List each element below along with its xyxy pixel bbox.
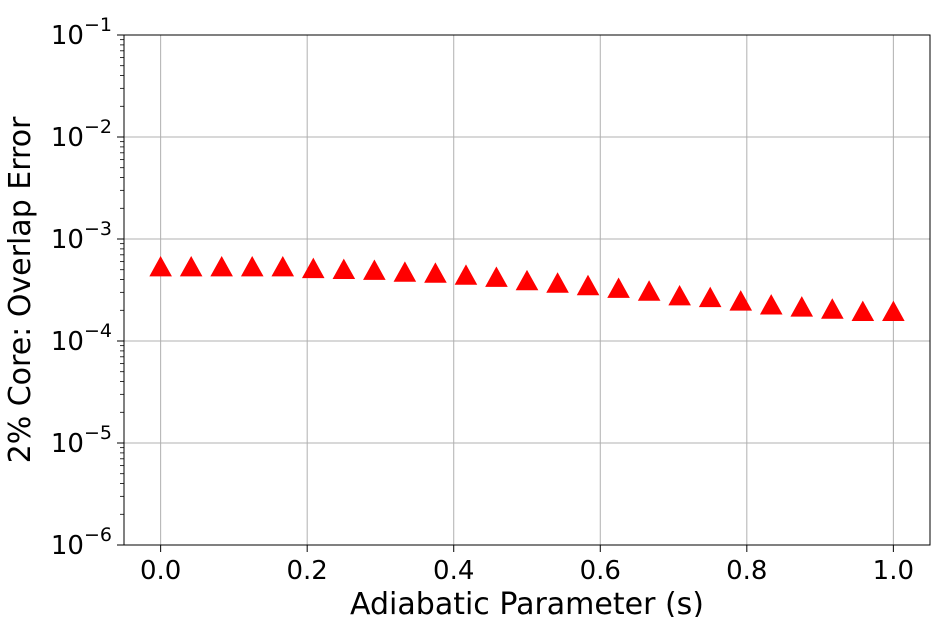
x-tick-label: 0.0 bbox=[140, 556, 181, 586]
x-tick-label: 0.8 bbox=[726, 556, 767, 586]
data-point-triangle bbox=[546, 272, 569, 293]
data-point-triangle bbox=[882, 300, 905, 321]
x-tick-label: 0.6 bbox=[580, 556, 621, 586]
data-point-triangle bbox=[668, 284, 691, 306]
data-point-triangle bbox=[759, 294, 783, 315]
data-point-triangle bbox=[576, 274, 600, 296]
data-point-triangle bbox=[363, 259, 386, 280]
y-tick-label: 10−3 bbox=[51, 218, 112, 255]
x-tick-label: 1.0 bbox=[873, 556, 914, 586]
grid-lines bbox=[124, 34, 930, 546]
data-point-triangle bbox=[179, 255, 203, 277]
x-tick-label: 0.2 bbox=[287, 556, 328, 586]
y-tick-label: 10−6 bbox=[51, 524, 112, 561]
x-tick-label: 0.4 bbox=[433, 556, 474, 586]
data-point-triangle bbox=[210, 255, 233, 277]
axis-ticks: 0.0 0.2 0.4 0.6 0.8 1.0 10−6 10−5 10−4 10−3 10−2 10… bbox=[51, 14, 914, 586]
y-axis-label: 2% Core: Overlap Error bbox=[3, 116, 38, 463]
y-tick-label: 10−2 bbox=[51, 116, 112, 153]
data-point-triangle bbox=[698, 286, 722, 308]
data-point-triangle bbox=[301, 257, 325, 279]
data-point-triangle bbox=[332, 258, 356, 279]
data-point-triangle bbox=[851, 300, 875, 321]
data-point-triangle bbox=[607, 277, 630, 298]
data-point-triangle bbox=[240, 255, 264, 277]
data-point-triangle bbox=[790, 296, 814, 317]
data-point-triangle bbox=[149, 255, 172, 277]
data-series bbox=[149, 255, 905, 321]
y-tick-label: 10−1 bbox=[51, 14, 112, 51]
data-point-triangle bbox=[393, 261, 417, 282]
data-point-triangle bbox=[637, 280, 661, 301]
data-point-triangle bbox=[271, 255, 295, 277]
x-axis-label: Adiabatic Parameter (s) bbox=[350, 587, 704, 617]
data-point-triangle bbox=[454, 264, 478, 285]
y-tick-label: 10−4 bbox=[51, 320, 112, 357]
data-point-triangle bbox=[485, 266, 508, 287]
data-point-triangle bbox=[424, 262, 447, 283]
y-tick-label: 10−5 bbox=[51, 422, 112, 459]
data-point-triangle bbox=[515, 269, 539, 291]
data-point-triangle bbox=[729, 290, 753, 311]
data-point-triangle bbox=[821, 298, 844, 319]
plot-frame bbox=[123, 34, 931, 546]
